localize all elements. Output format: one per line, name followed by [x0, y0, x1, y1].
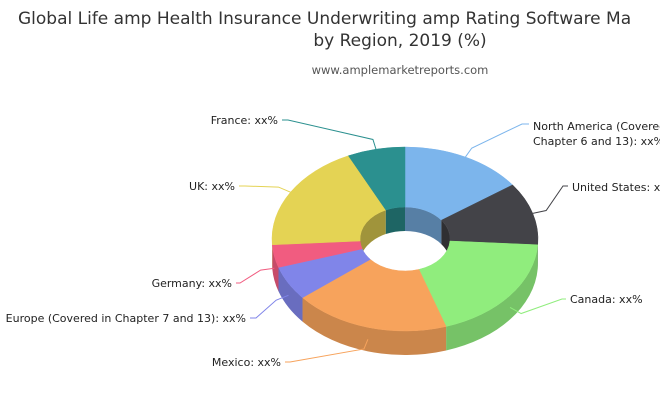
connector-uk — [239, 185, 291, 193]
label-europe-covered-in-chapter-7-and-13: Europe (Covered in Chapter 7 and 13): xx… — [6, 312, 246, 325]
label-mexico: Mexico: xx% — [212, 356, 281, 369]
slice-france[interactable] — [347, 146, 406, 211]
slice-uk[interactable] — [271, 155, 387, 246]
connector-canada — [509, 298, 566, 315]
connector-germany — [236, 267, 275, 284]
slice-north-america-covered-in-chapter-6-and-13[interactable] — [404, 146, 514, 221]
side-europe-covered-in-chapter-7-and-13 — [278, 267, 303, 322]
label-france: France: xx% — [211, 114, 278, 127]
side-mexico — [302, 297, 447, 355]
label-north-america-covered-in-chapter-6-and-13-line-2: Chapter 6 and 13): xx% — [533, 135, 660, 148]
slice-canada[interactable] — [418, 240, 539, 327]
connector-mexico — [285, 339, 369, 363]
donut-plot — [271, 146, 539, 355]
label-uk: UK: xx% — [189, 180, 235, 193]
label-germany: Germany: xx% — [152, 277, 232, 290]
inner-wall-north-america-covered-in-chapter-6-and-13 — [405, 207, 442, 245]
label-canada: Canada: xx% — [570, 293, 643, 306]
connector-france — [282, 119, 377, 150]
chart-title-line-1: Global Life amp Health Insurance Underwr… — [18, 9, 631, 29]
side-germany — [272, 244, 279, 292]
inner-wall-uk — [360, 210, 386, 263]
data-labels: North America (Covered Chapter 6 and 13):… — [6, 114, 660, 369]
inner-wall-france — [385, 207, 405, 235]
label-united-states: United States: xx — [572, 181, 660, 194]
slice-mexico[interactable] — [302, 259, 447, 332]
side-canada — [446, 244, 538, 351]
connector-united-states — [532, 185, 568, 214]
chart-subtitle: www.amplemarketreports.com — [312, 63, 489, 77]
connector-europe-covered-in-chapter-7-and-13 — [250, 294, 289, 319]
label-north-america-covered-in-chapter-6-and-13: North America (Covered — [533, 120, 660, 133]
chart-title-line-2: by Region, 2019 (%) — [313, 31, 486, 51]
connector-north-america-covered-in-chapter-6-and-13 — [464, 123, 529, 158]
